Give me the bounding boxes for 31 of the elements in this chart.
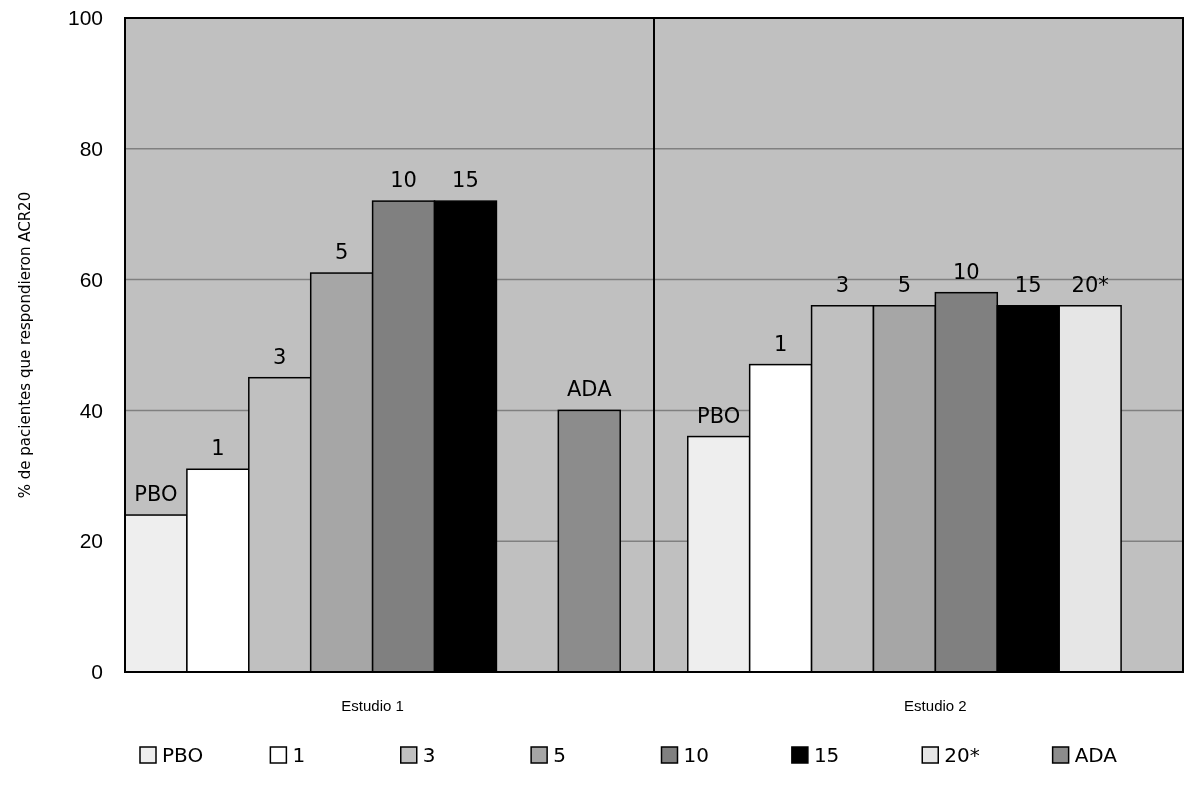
text: 10 (952, 259, 980, 284)
y-tick-label: 100 (67, 6, 103, 30)
text: 15 (1014, 272, 1042, 297)
text: 15 (452, 168, 479, 193)
text: PBO (697, 403, 741, 428)
y-tick-label: 40 (79, 398, 103, 422)
legend-label: ADA (1074, 743, 1118, 767)
text: 20* (1071, 272, 1109, 297)
legend-label: 10 (683, 743, 709, 767)
text: ADA (567, 377, 612, 402)
text: 5 (897, 272, 912, 297)
legend-label: 20* (944, 743, 980, 767)
y-tick-label: 20 (79, 529, 103, 553)
y-tick-label: 60 (79, 267, 103, 291)
legend-label: 5 (553, 743, 566, 767)
y-axis-title: % de pacientes que respondieron ACR20 (16, 191, 34, 499)
x-tick-label: Estudio 2 (904, 696, 967, 714)
legend-label: PBO (162, 743, 204, 767)
legend-label: 1 (292, 743, 306, 767)
legend-label: 15 (813, 743, 840, 767)
text: 1 (211, 436, 225, 461)
text: PBO (134, 482, 178, 507)
y-tick-label: 80 (79, 137, 103, 161)
text: 10 (390, 168, 417, 193)
text: 3 (835, 272, 850, 297)
y-tick-label: 0 (91, 660, 103, 684)
legend-label: 3 (422, 743, 436, 767)
text: 5 (334, 240, 349, 265)
x-tick-label: Estudio 1 (341, 696, 404, 714)
text: 3 (273, 344, 287, 369)
text: 1 (773, 331, 788, 356)
